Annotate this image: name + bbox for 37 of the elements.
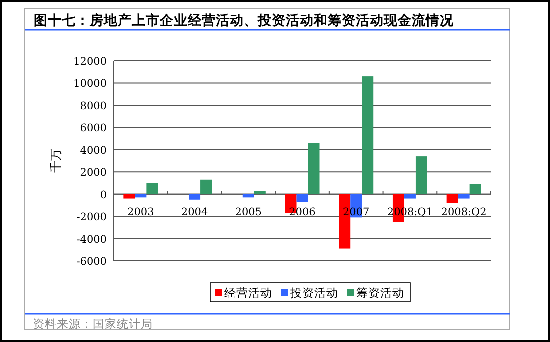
bar bbox=[470, 184, 482, 194]
bar bbox=[296, 194, 308, 202]
bar bbox=[135, 194, 147, 198]
bar bbox=[124, 194, 136, 199]
legend-label: 投资活动 bbox=[290, 286, 338, 300]
bar bbox=[189, 194, 201, 200]
y-tick-label: 2000 bbox=[80, 167, 107, 180]
x-tick-label: 2007 bbox=[342, 206, 370, 218]
y-tick-label: -2000 bbox=[76, 212, 107, 224]
y-tick-label: 10000 bbox=[74, 78, 107, 90]
y-tick-label: 4000 bbox=[80, 144, 107, 157]
y-axis-title: 千万 bbox=[49, 149, 63, 173]
x-tick-label: 2008:Q2 bbox=[441, 206, 487, 218]
bar bbox=[416, 156, 428, 194]
bar bbox=[254, 191, 266, 194]
chart-title: 图十七：房地产上市企业经营活动、投资活动和筹资活动现金流情况 bbox=[34, 12, 455, 29]
text: 资料来源：国家统计局 bbox=[33, 317, 153, 331]
legend-label: 筹资活动 bbox=[356, 286, 404, 300]
bar bbox=[242, 194, 254, 198]
x-tick-label: 2004 bbox=[181, 206, 208, 218]
bar bbox=[308, 143, 320, 194]
bar bbox=[146, 183, 158, 194]
bar bbox=[404, 194, 416, 199]
legend-label: 经营活动 bbox=[224, 286, 272, 300]
bar bbox=[200, 180, 212, 194]
x-tick-label: 2006 bbox=[289, 206, 316, 218]
x-tick-label: 2003 bbox=[128, 206, 154, 218]
y-tick-label: 12000 bbox=[74, 56, 107, 68]
y-tick-label: -4000 bbox=[76, 234, 107, 246]
x-tick-label: 2005 bbox=[235, 206, 262, 218]
bar bbox=[458, 194, 470, 199]
y-tick-label: -6000 bbox=[76, 256, 107, 268]
bar bbox=[446, 194, 458, 204]
y-tick-label: 8000 bbox=[80, 100, 107, 112]
bar bbox=[362, 76, 374, 194]
y-tick-label: 0 bbox=[100, 189, 107, 202]
y-tick-label: 6000 bbox=[80, 122, 107, 135]
